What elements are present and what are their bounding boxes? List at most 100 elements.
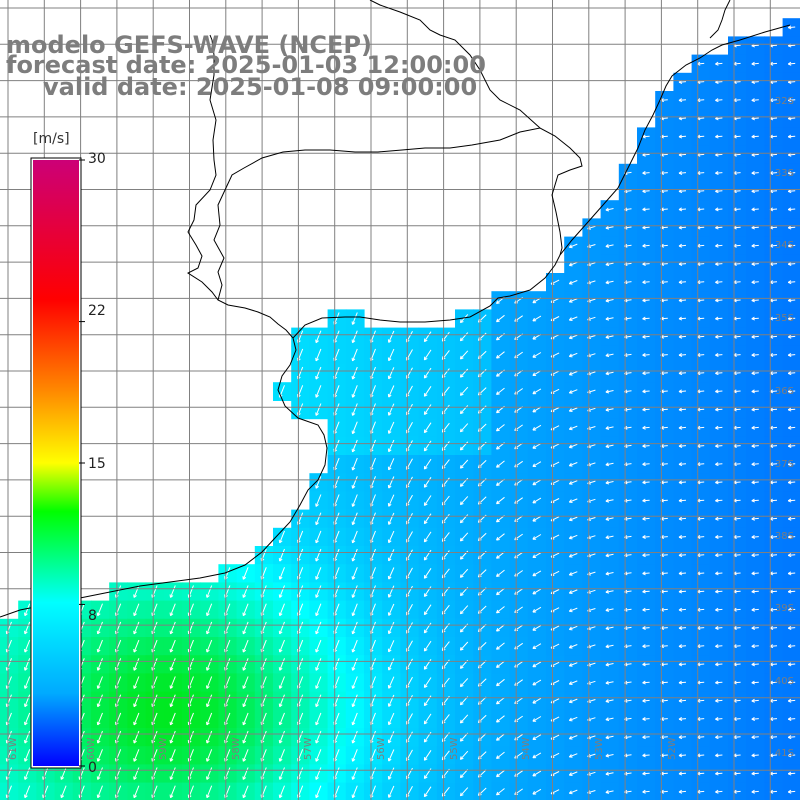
wind-arrow <box>423 458 432 470</box>
wind-arrow <box>96 603 103 617</box>
wind-arrow <box>278 639 285 653</box>
wind-arrow <box>642 389 650 394</box>
wind-arrow <box>642 516 650 521</box>
wind-arrow <box>315 385 322 398</box>
wind-arrow <box>387 658 395 671</box>
wind-arrow <box>787 625 796 630</box>
wind-arrow <box>715 61 723 66</box>
wind-arrow <box>787 25 796 30</box>
wind-arrow <box>787 462 796 467</box>
wind-arrow <box>787 480 796 485</box>
wind-arrow <box>206 621 213 635</box>
lat-label-32s: 32S <box>774 96 794 107</box>
wind-arrow <box>315 548 322 562</box>
lat-label-37s: 37S <box>774 459 794 470</box>
wind-arrow <box>24 658 31 671</box>
wind-arrow <box>568 352 578 358</box>
wind-arrow <box>678 607 687 612</box>
wind-arrow <box>532 570 542 577</box>
wind-arrow <box>496 569 505 577</box>
wind-arrow <box>532 479 542 486</box>
wind-arrow <box>169 621 176 635</box>
wind-arrow <box>351 330 358 344</box>
wind-arrow <box>532 424 542 431</box>
wind-arrow <box>715 334 723 339</box>
wind-arrow <box>423 367 432 379</box>
wind-arrow <box>787 553 796 558</box>
wind-arrow <box>459 568 469 578</box>
wind-arrow <box>642 261 650 266</box>
wind-arrow <box>715 625 723 630</box>
wind-arrow <box>351 567 358 580</box>
wind-arrow <box>387 567 395 580</box>
lon-label-53w: 53W <box>594 737 605 760</box>
lon-label-55w: 55W <box>449 737 460 760</box>
wind-arrow <box>751 607 759 612</box>
wind-arrow <box>715 371 723 376</box>
wind-arrow <box>568 534 578 540</box>
wind-arrow <box>642 407 650 412</box>
wind-arrow <box>532 661 542 668</box>
wind-arrow <box>568 261 578 267</box>
country-border-path <box>213 127 583 301</box>
wind-arrow <box>496 624 505 632</box>
wind-arrow <box>715 462 723 467</box>
wind-arrow <box>715 243 723 248</box>
wind-arrow <box>715 443 723 448</box>
wind-arrow <box>315 603 322 617</box>
valid-date: valid date: 2025-01-08 09:00:00 <box>43 73 478 101</box>
wind-arrow <box>242 567 249 580</box>
wind-arrow <box>351 639 358 653</box>
wind-arrow <box>787 170 796 175</box>
wind-arrow <box>315 639 322 653</box>
wind-arrow <box>715 352 723 357</box>
wind-arrow <box>605 608 614 612</box>
wind-arrow <box>532 497 542 504</box>
wind-arrow <box>787 516 796 521</box>
wind-arrow <box>387 385 395 398</box>
wind-arrow <box>678 98 687 103</box>
wind-arrow <box>206 639 213 653</box>
wind-arrow <box>751 534 759 539</box>
wind-arrow <box>751 316 759 321</box>
wind-arrow <box>605 316 614 321</box>
wind-arrow <box>242 639 249 653</box>
wind-arrow <box>715 553 723 558</box>
wind-arrow <box>24 639 31 653</box>
wind-arrow <box>715 134 723 139</box>
wind-arrow <box>751 389 759 394</box>
lon-label-60w: 60W <box>86 737 97 760</box>
wind-arrow <box>278 548 285 562</box>
wind-arrow <box>568 480 578 485</box>
wind-arrow <box>715 644 723 649</box>
colorbar-tick-8: 8 <box>88 608 97 624</box>
wind-arrow <box>315 330 322 344</box>
wind-arrow <box>605 353 614 358</box>
wind-arrow <box>315 567 322 580</box>
wind-arrow <box>351 348 358 362</box>
colorbar-unit-label: [m/s] <box>33 131 70 147</box>
wind-arrow <box>751 625 759 630</box>
wind-arrow <box>387 476 395 489</box>
wind-arrow <box>387 640 395 653</box>
colorbar-gradient <box>33 160 79 766</box>
wind-arrow <box>715 425 723 430</box>
wind-arrow <box>568 243 578 249</box>
wind-arrow <box>678 170 687 175</box>
wind-arrow <box>423 640 432 652</box>
wind-arrow <box>459 386 469 396</box>
wind-arrow <box>496 642 505 650</box>
wind-arrow <box>642 480 650 485</box>
wind-arrow <box>24 621 31 635</box>
wind-arrow <box>678 407 687 412</box>
wind-arrow <box>133 658 140 671</box>
wind-arrow <box>787 407 796 412</box>
wind-arrow <box>315 585 322 598</box>
wind-arrow <box>678 352 687 357</box>
wind-arrow <box>387 367 395 380</box>
wind-arrow <box>278 658 285 671</box>
wind-arrow <box>642 644 650 649</box>
wind-arrow <box>787 134 796 139</box>
wind-arrow <box>423 477 432 488</box>
wind-arrow <box>351 603 358 617</box>
